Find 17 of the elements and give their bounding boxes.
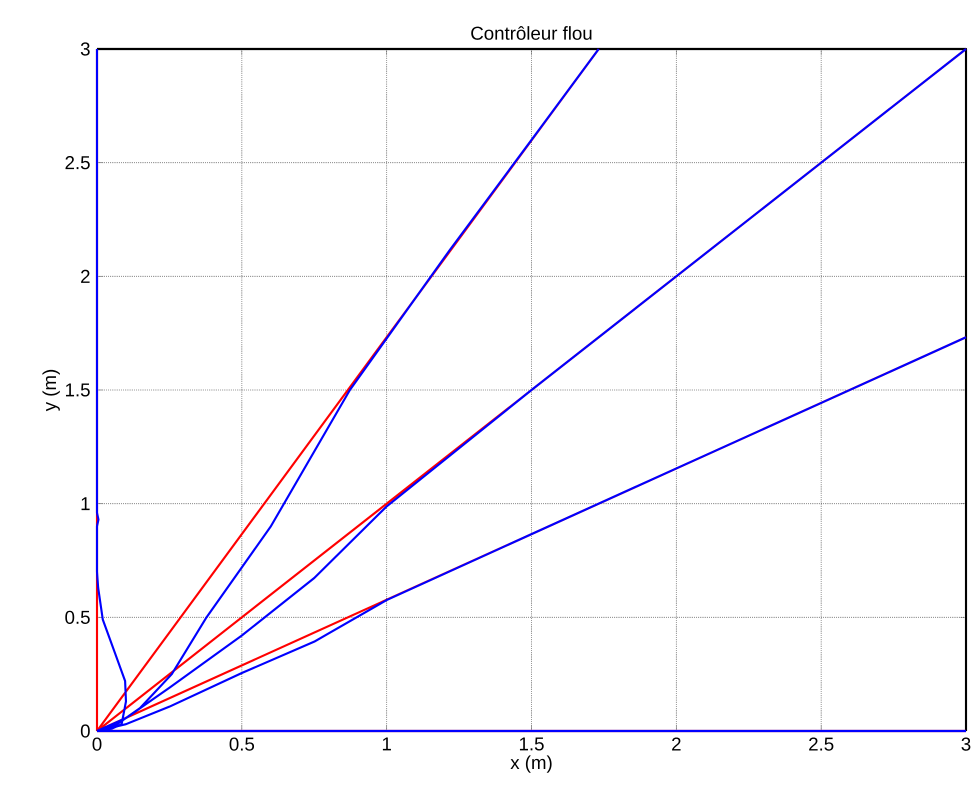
x-tick-label: 0.5 bbox=[230, 737, 254, 751]
y-tick-label: 3 bbox=[80, 42, 90, 56]
x-axis-title: x (m) bbox=[510, 755, 552, 773]
x-tick-label: 1 bbox=[382, 737, 391, 750]
x-tick-label: 3 bbox=[962, 737, 970, 751]
y-tick-label: 2.5 bbox=[66, 156, 90, 170]
y-tick-label: 1 bbox=[82, 497, 90, 510]
x-tick-label: 2.5 bbox=[809, 737, 834, 751]
x-tick-label: 2 bbox=[672, 737, 681, 751]
y-tick-label: 0.5 bbox=[65, 610, 90, 624]
y-axis-title: y (m) bbox=[42, 370, 60, 412]
x-tick-label: 0 bbox=[92, 737, 102, 751]
y-tick-label: 1.5 bbox=[66, 383, 90, 397]
y-tick-label: 0 bbox=[80, 724, 90, 738]
y-tick-label: 2 bbox=[81, 270, 90, 283]
x-tick-label: 1.5 bbox=[520, 737, 544, 751]
chart-title: Contrôleur flou bbox=[471, 26, 592, 40]
